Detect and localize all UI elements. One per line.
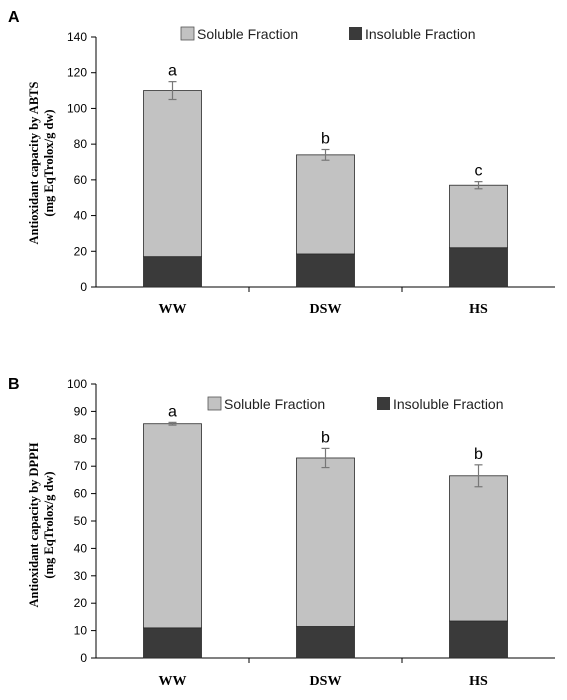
chart-panel-b: B Soluble Fraction Insoluble Fraction An… xyxy=(8,376,555,689)
y-axis-title-line-1: Antioxidant capacity by DPPH xyxy=(27,442,41,607)
y-tick-label: 50 xyxy=(74,514,88,528)
bar-soluble-fraction-hs xyxy=(449,184,508,249)
y-tick-label: 100 xyxy=(67,101,87,115)
y-tick-label: 90 xyxy=(74,404,88,418)
panel-letter: B xyxy=(8,376,20,393)
significance-label: b xyxy=(321,131,330,148)
legend-label-insoluble: Insoluble Fraction xyxy=(365,26,476,42)
bar-insoluble-fraction-hs xyxy=(449,247,508,288)
chart-panel-a: A Soluble Fraction Insoluble Fraction An… xyxy=(8,9,555,317)
legend-swatch-insoluble xyxy=(377,397,390,410)
y-tick-label: 60 xyxy=(74,173,88,187)
bar-insoluble-fraction-dsw xyxy=(296,253,355,288)
y-tick-label: 120 xyxy=(67,66,87,80)
panel-letter: A xyxy=(8,9,20,26)
legend: Soluble Fraction Insoluble Fraction xyxy=(207,396,504,412)
y-tick-label: 0 xyxy=(80,651,87,665)
x-tick-label: DSW xyxy=(310,302,342,317)
legend-swatch-soluble xyxy=(207,396,222,411)
x-tick-label: WW xyxy=(159,674,187,689)
y-tick-label: 30 xyxy=(74,569,88,583)
bar-soluble-fraction-hs xyxy=(449,475,508,622)
bar-soluble-fraction-dsw xyxy=(296,154,355,255)
y-tick-label: 80 xyxy=(74,432,88,446)
significance-label: a xyxy=(168,403,177,420)
plot-area: 0 20 40 60 80 100 120 140 a WW b DSW c HS xyxy=(67,30,555,317)
bar-soluble-fraction-ww xyxy=(143,423,202,629)
legend-swatch-insoluble xyxy=(349,27,362,40)
significance-label: a xyxy=(168,63,177,80)
y-tick-label: 10 xyxy=(74,624,88,638)
bar-soluble-fraction-dsw xyxy=(296,457,355,627)
significance-label: c xyxy=(475,163,483,180)
legend: Soluble Fraction Insoluble Fraction xyxy=(180,26,476,42)
y-tick-label: 60 xyxy=(74,487,88,501)
y-axis-title-line-1: Antioxidant capacity by ABTS xyxy=(27,82,41,245)
legend-label-soluble: Soluble Fraction xyxy=(197,26,298,42)
y-tick-label: 100 xyxy=(67,377,87,391)
bar-insoluble-fraction-hs xyxy=(449,620,508,659)
y-tick-label: 20 xyxy=(74,244,88,258)
bar-insoluble-fraction-ww xyxy=(143,627,202,659)
y-axis-title-line-2: (mg EqTrolox/g dw) xyxy=(42,109,56,216)
y-tick-label: 20 xyxy=(74,596,88,610)
x-tick-label: HS xyxy=(469,302,488,317)
legend-label-soluble: Soluble Fraction xyxy=(224,396,325,412)
x-tick-label: WW xyxy=(159,302,187,317)
significance-label: b xyxy=(321,429,330,446)
y-tick-label: 140 xyxy=(67,30,87,44)
y-tick-label: 0 xyxy=(80,280,87,294)
bar-soluble-fraction-ww xyxy=(143,90,202,258)
plot-area: 0 10 20 30 40 50 60 70 80 90 100 a WW b DSW b HS xyxy=(67,377,555,689)
y-tick-label: 70 xyxy=(74,459,88,473)
bar-insoluble-fraction-ww xyxy=(143,256,202,288)
legend-label-insoluble: Insoluble Fraction xyxy=(393,396,504,412)
x-tick-label: HS xyxy=(469,674,488,689)
y-axis-title-line-2: (mg EqTrolox/g dw) xyxy=(42,471,56,578)
x-tick-label: DSW xyxy=(310,674,342,689)
y-tick-label: 80 xyxy=(74,137,88,151)
legend-swatch-soluble xyxy=(180,26,195,41)
y-tick-label: 40 xyxy=(74,209,88,223)
significance-label: b xyxy=(474,446,483,463)
y-tick-label: 40 xyxy=(74,541,88,555)
bar-insoluble-fraction-dsw xyxy=(296,626,355,659)
